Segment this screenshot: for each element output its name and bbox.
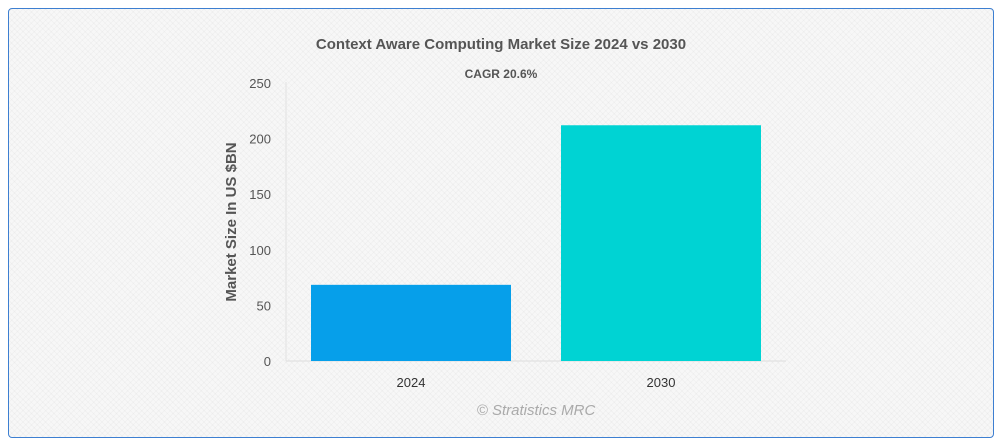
x-tick-label: 2024 <box>397 375 426 390</box>
bar-2024[interactable] <box>311 284 511 361</box>
chart-subtitle: CAGR 20.6% <box>465 67 538 81</box>
y-tick-label: 0 <box>264 354 271 369</box>
x-ticks: 2024 2030 <box>397 375 676 390</box>
y-tick-label: 100 <box>249 243 271 258</box>
y-axis-label: Market Size In US $BN <box>223 142 240 301</box>
y-tick-label: 200 <box>249 132 271 147</box>
bar-2030[interactable] <box>561 125 761 361</box>
credit-text: © Stratistics MRC <box>477 402 596 419</box>
x-tick-label: 2030 <box>647 375 676 390</box>
y-tick-label: 50 <box>257 298 271 313</box>
bars <box>311 125 761 361</box>
y-tick-label: 150 <box>249 187 271 202</box>
y-tick-label: 250 <box>249 76 271 91</box>
y-ticks: 0 50 100 150 200 250 <box>249 76 271 369</box>
chart-title: Context Aware Computing Market Size 2024… <box>316 36 686 53</box>
chart-frame <box>8 8 994 438</box>
